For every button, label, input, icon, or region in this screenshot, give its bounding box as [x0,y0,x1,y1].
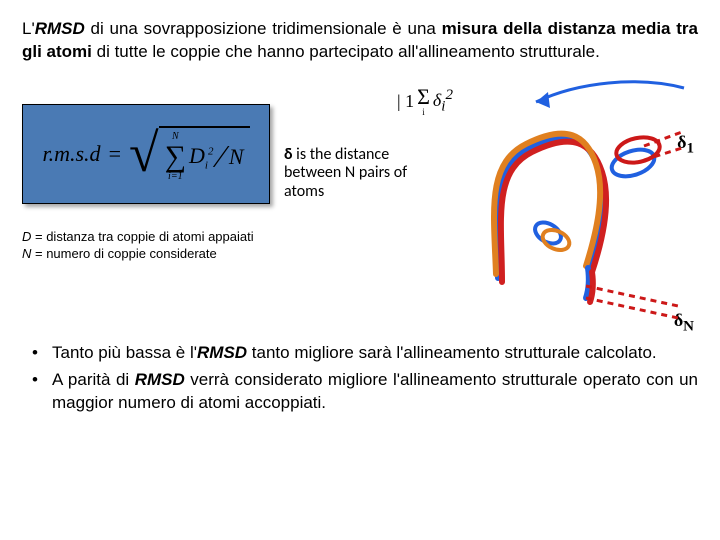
formula-sigma: N ∑ i=1 [165,132,186,182]
formula-legend: D = distanza tra coppie di atomi appaiat… [22,228,254,263]
formula-eq: = [109,141,121,167]
bg-mini-sigma: Σ i [417,86,430,117]
legend-line1: D = distanza tra coppie di atomi appaiat… [22,228,254,246]
bg-line3: atoms [284,182,324,201]
bg-line2: between N pairs of [284,163,407,182]
bullet-list: Tanto più bassa è l'RMSD tanto migliore … [22,342,698,415]
rmsd-formula-box: r.m.s.d = √ N ∑ i=1 Di2 ⁄ N [22,104,270,204]
rmsd-formula: r.m.s.d = √ N ∑ i=1 Di2 ⁄ N [42,126,249,182]
intro-pre: L' [22,19,35,38]
bg-bar-one: | 1 [397,91,414,112]
molecule-svg [438,68,698,338]
bg-delta-bold: δ [284,145,293,164]
intro-rmsd: RMSD [35,19,85,38]
figure-area: | 1 Σ i δi2 δ is the distance between N … [22,78,698,338]
formula-lhs: r.m.s.d [42,141,100,167]
bg-sum-bot: i [422,108,425,117]
legend-line2: N = numero di coppie considerate [22,245,254,263]
bullet-2: A parità di RMSD verrà considerato migli… [30,369,698,415]
formula-slash: ⁄ [216,138,225,175]
intro-post1: di tutte le coppie che hanno partecipato… [92,42,600,61]
formula-sqrt: √ N ∑ i=1 Di2 ⁄ N [129,126,250,182]
formula-di: Di2 [189,143,213,171]
molecule-figure [438,68,698,338]
formula-N: N [229,144,244,170]
intro-paragraph: L'RMSD di una sovrapposizione tridimensi… [22,18,698,64]
intro-mid1: di una sovrapposizione tridimensionale è… [85,19,442,38]
bullet-1: Tanto più bassa è l'RMSD tanto migliore … [30,342,698,365]
bg-line1-rest: is the distance [293,145,390,164]
